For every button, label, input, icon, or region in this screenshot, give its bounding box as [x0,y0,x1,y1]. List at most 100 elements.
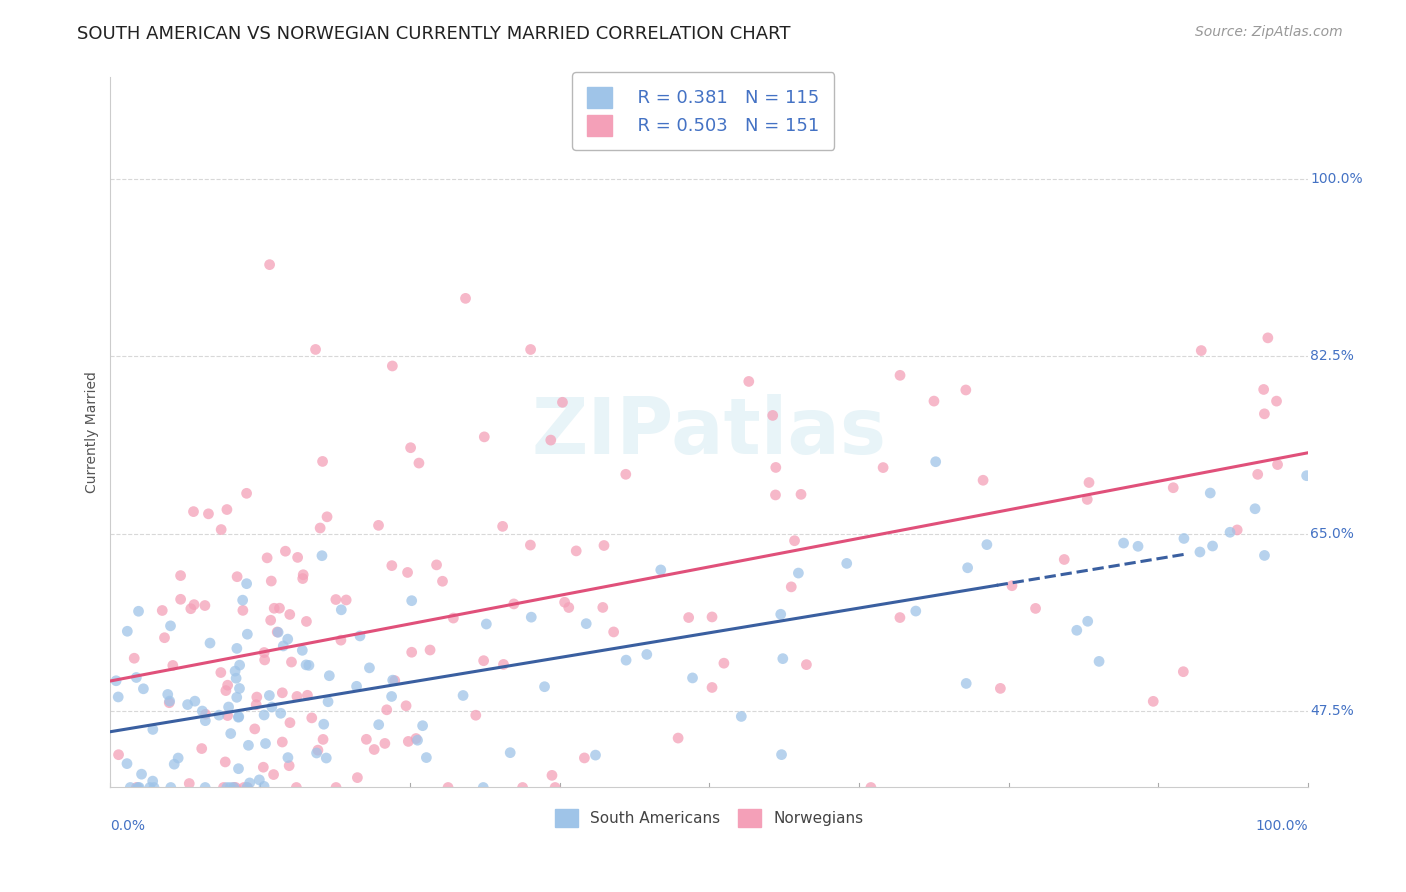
Point [298,658,321,673]
Point [304,343,326,357]
Point [107,747,129,762]
Point [408,456,430,470]
Point [491,519,513,533]
Point [678,610,700,624]
Point [374,736,396,750]
Point [253,708,276,723]
Point [226,570,249,584]
Point [252,760,274,774]
Point [128,604,150,618]
Point [179,776,201,790]
Text: 82.5%: 82.5% [1310,350,1354,363]
Point [835,557,858,571]
Point [266,625,288,640]
Point [554,595,576,609]
Point [117,624,139,639]
Point [565,544,588,558]
Point [222,780,245,795]
Point [246,690,269,704]
Point [551,395,574,409]
Point [1025,601,1047,615]
Point [131,767,153,781]
Point [713,656,735,670]
Point [309,521,332,535]
Point [499,746,522,760]
Point [278,715,301,730]
Point [682,671,704,685]
Point [1219,525,1241,540]
Point [904,604,927,618]
Point [614,653,637,667]
Point [278,607,301,622]
Point [593,539,616,553]
Point [307,743,329,757]
Point [1188,545,1211,559]
Text: 100.0%: 100.0% [1310,172,1362,186]
Point [259,689,281,703]
Point [738,375,761,389]
Point [472,654,495,668]
Point [122,651,145,665]
Point [228,658,250,673]
Point [274,544,297,558]
Point [191,704,214,718]
Point [256,550,278,565]
Point [183,598,205,612]
Point [312,717,335,731]
Point [519,343,541,357]
Point [1201,539,1223,553]
Point [225,671,247,685]
Point [153,631,176,645]
Point [889,368,911,383]
Point [520,610,543,624]
Point [247,772,270,787]
Point [558,600,581,615]
Point [770,747,793,762]
Point [120,780,142,795]
Point [325,780,347,795]
Point [349,629,371,643]
Point [574,751,596,765]
Point [105,673,128,688]
Point [194,599,217,613]
Point [228,681,250,696]
Text: ZIPatlas: ZIPatlas [531,394,887,470]
Point [464,708,486,723]
Point [218,700,240,714]
Point [107,690,129,704]
Point [602,624,624,639]
Point [1088,654,1111,668]
Point [271,686,294,700]
Point [783,533,806,548]
Point [280,655,302,669]
Text: 100.0%: 100.0% [1256,820,1308,833]
Point [316,509,339,524]
Point [990,681,1012,696]
Point [1253,383,1275,397]
Point [790,487,813,501]
Point [315,751,337,765]
Point [219,780,242,795]
Point [1053,552,1076,566]
Point [270,706,292,721]
Point [254,737,277,751]
Point [972,473,994,487]
Point [872,460,894,475]
Point [1112,536,1135,550]
Point [301,711,323,725]
Point [700,681,723,695]
Point [228,709,250,723]
Point [232,780,254,795]
Point [142,723,165,737]
Point [475,617,498,632]
Point [291,572,314,586]
Point [1126,539,1149,553]
Point [1265,394,1288,409]
Point [384,673,406,688]
Point [454,291,477,305]
Point [259,258,281,272]
Point [318,669,340,683]
Point [263,601,285,615]
Point [236,627,259,641]
Point [139,780,162,795]
